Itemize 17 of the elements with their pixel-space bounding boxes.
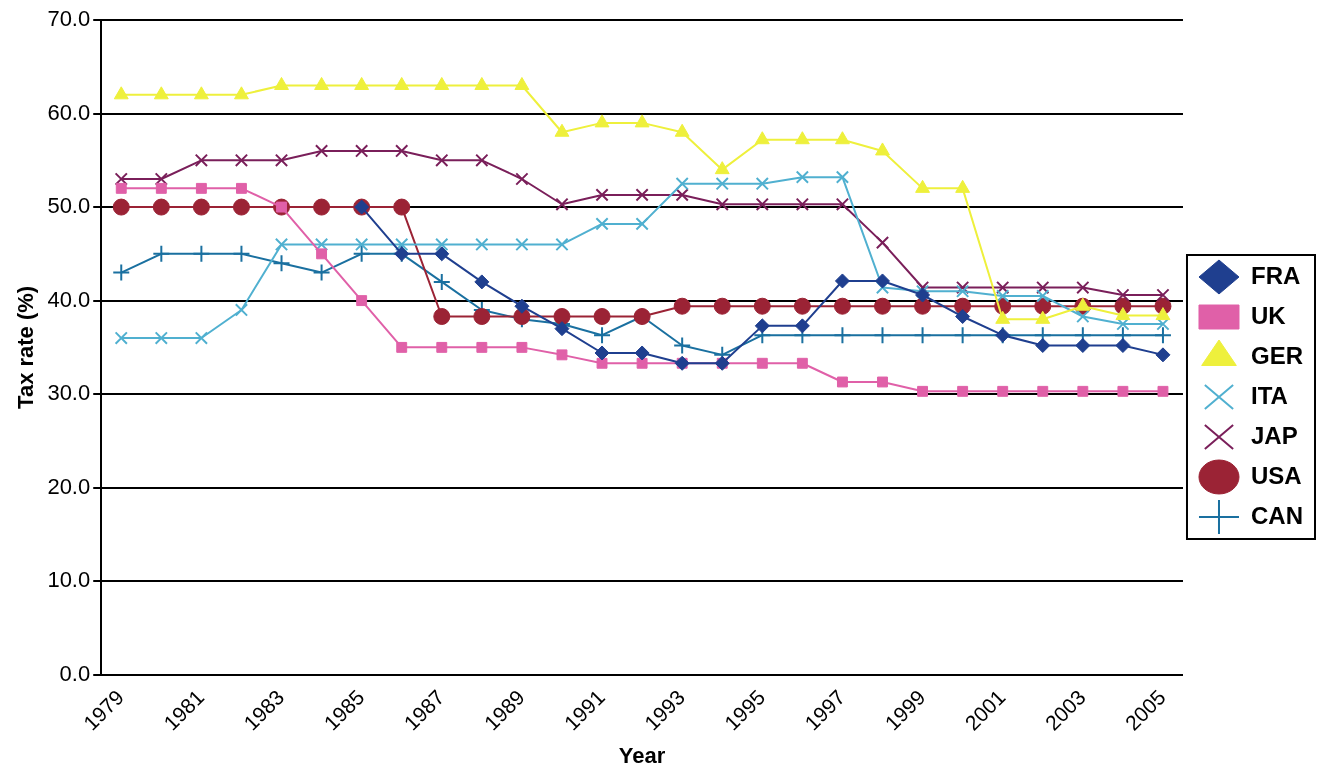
y-tick-label: 10.0	[47, 567, 91, 593]
y-tick-label: 40.0	[47, 286, 91, 312]
legend-label: UK	[1250, 301, 1287, 329]
y-tick-label: 50.0	[47, 193, 91, 219]
legend-label: ITA	[1250, 381, 1288, 409]
legend-label: JAP	[1250, 421, 1298, 449]
y-tick-label: 0.0	[59, 660, 91, 686]
x-axis-title: Year	[618, 742, 666, 768]
y-tick-label: 30.0	[47, 380, 91, 406]
legend-label: USA	[1250, 461, 1302, 489]
y-tick-label: 20.0	[47, 473, 91, 499]
y-tick-label: 60.0	[47, 99, 91, 125]
y-tick-label: 70.0	[47, 6, 91, 32]
legend-label: CAN	[1250, 501, 1303, 529]
legend-label: GER	[1250, 341, 1304, 369]
y-axis-title: Tax rate (%)	[13, 285, 39, 409]
legend-label: FRA	[1250, 261, 1301, 289]
